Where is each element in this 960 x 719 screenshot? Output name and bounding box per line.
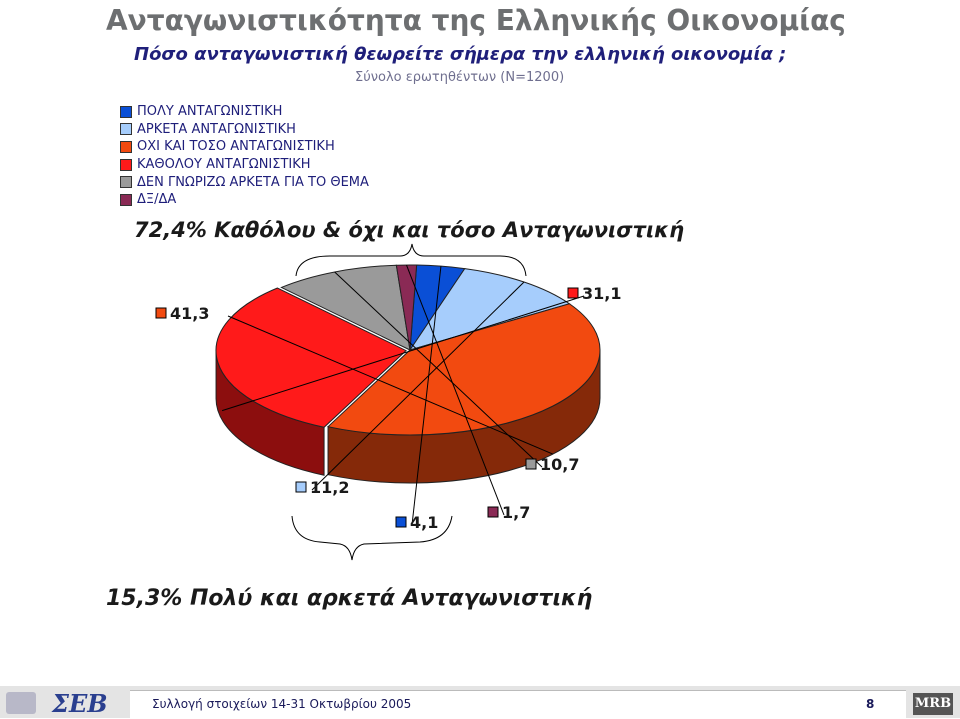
leader-line bbox=[227, 315, 553, 455]
legend-label: ΠΟΛΥ ΑΝΤΑΓΩΝΙΣΤΙΚΗ bbox=[137, 104, 283, 120]
data-label-swatch bbox=[155, 307, 167, 319]
pie-slice bbox=[326, 303, 601, 436]
page-title: Ανταγωνιστικότητα της Ελληνικής Οικονομί… bbox=[106, 4, 846, 37]
legend-item: ΑΡΚΕΤΑ ΑΝΤΑΓΩΝΙΣΤΙΚΗ bbox=[120, 121, 369, 139]
seb-logo: ΣΕΒ bbox=[52, 689, 108, 718]
mrb-logo: MRB bbox=[913, 693, 953, 715]
pie-slice bbox=[215, 287, 407, 428]
legend-label: ΚΑΘΟΛΟΥ ΑΝΤΑΓΩΝΙΣΤΙΚΗ bbox=[137, 157, 311, 173]
data-label-swatch bbox=[487, 506, 499, 518]
legend-swatch bbox=[120, 123, 132, 136]
legend-label: ΟΧΙ ΚΑΙ ΤΟΣΟ ΑΝΤΑΓΩΝΙΣΤΙΚΗ bbox=[137, 139, 335, 155]
leader-line bbox=[221, 295, 585, 412]
data-label: 1,7 bbox=[502, 503, 530, 522]
summary-competitive: 15,3% Πολύ και αρκετά Ανταγωνιστική bbox=[106, 586, 593, 611]
legend-label: ΑΡΚΕΤΑ ΑΝΤΑΓΩΝΙΣΤΙΚΗ bbox=[137, 121, 296, 137]
legend-label: ΔΕΝ ΓΝΩΡΙΖΩ ΑΡΚΕΤΑ ΓΙΑ ΤΟ ΘΕΜΑ bbox=[137, 174, 369, 190]
leader-line bbox=[406, 264, 505, 516]
data-label-swatch bbox=[567, 287, 579, 299]
leader-line bbox=[411, 266, 442, 526]
data-label: 11,2 bbox=[310, 478, 349, 497]
data-label: 4,1 bbox=[410, 513, 438, 532]
legend-label: ΔΞ/ΔΑ bbox=[137, 192, 177, 208]
data-label-swatch bbox=[395, 516, 407, 528]
legend-swatch bbox=[120, 158, 132, 171]
footer-bar bbox=[130, 690, 906, 719]
leader-line bbox=[334, 271, 543, 468]
data-label: 41,3 bbox=[170, 304, 209, 323]
legend-item: ΚΑΘΟΛΟΥ ΑΝΤΑΓΩΝΙΣΤΙΚΗ bbox=[120, 156, 369, 174]
data-label: 10,7 bbox=[540, 455, 579, 474]
top-brace bbox=[295, 243, 527, 277]
pie-chart: 4,1 11,2 41,3 31,1 10,7 1,7 bbox=[155, 243, 621, 561]
legend-swatch bbox=[120, 193, 132, 206]
pie-slice bbox=[408, 268, 571, 351]
legend-swatch bbox=[120, 105, 132, 118]
page-number: 8 bbox=[866, 697, 875, 711]
data-label-swatch bbox=[295, 481, 307, 493]
survey-question: Πόσο ανταγωνιστική θεωρείτε σήμερα την ε… bbox=[134, 44, 787, 65]
summary-not-competitive: 72,4% Καθόλου & όχι και τόσο Ανταγωνιστι… bbox=[134, 218, 685, 242]
chart-legend: ΠΟΛΥ ΑΝΤΑΓΩΝΙΣΤΙΚΗ ΑΡΚΕΤΑ ΑΝΤΑΓΩΝΙΣΤΙΚΗ ΟΧ… bbox=[120, 103, 369, 209]
legend-item: ΠΟΛΥ ΑΝΤΑΓΩΝΙΣΤΙΚΗ bbox=[120, 103, 369, 121]
seb-emblem-icon bbox=[6, 692, 36, 714]
legend-swatch bbox=[120, 140, 132, 153]
bottom-brace bbox=[291, 515, 453, 561]
collection-period: Συλλογή στοιχείων 14-31 Οκτωβρίου 2005 bbox=[152, 697, 412, 711]
legend-swatch bbox=[120, 176, 132, 189]
legend-item: ΟΧΙ ΚΑΙ ΤΟΣΟ ΑΝΤΑΓΩΝΙΣΤΙΚΗ bbox=[120, 138, 369, 156]
sample-base: Σύνολο ερωτηθέντων (N=1200) bbox=[355, 70, 565, 85]
data-label: 31,1 bbox=[582, 284, 621, 303]
legend-item: ΔΞ/ΔΑ bbox=[120, 191, 369, 209]
leader-line bbox=[311, 281, 525, 491]
data-label-swatch bbox=[525, 458, 537, 470]
legend-item: ΔΕΝ ΓΝΩΡΙΖΩ ΑΡΚΕΤΑ ΓΙΑ ΤΟ ΘΕΜΑ bbox=[120, 173, 369, 191]
